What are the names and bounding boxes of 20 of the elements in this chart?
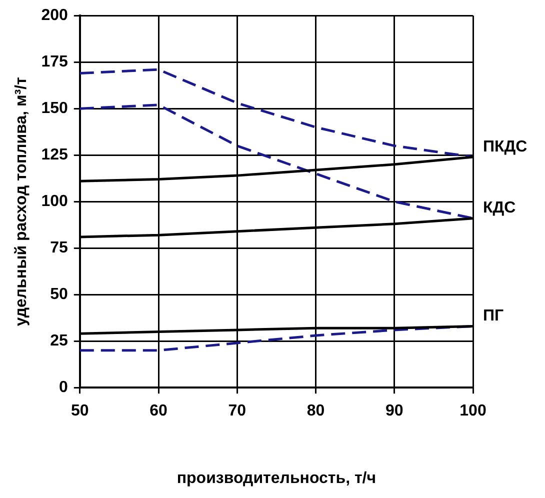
y-tick-label: 100	[41, 193, 68, 210]
x-tick-label: 50	[70, 402, 89, 420]
y-tick-label: 125	[41, 146, 68, 164]
series-label: ПКДС	[483, 138, 528, 156]
series-label: ПГ	[483, 308, 504, 325]
y-tick-label: 75	[50, 240, 68, 257]
x-axis-title: производительность, т/ч	[176, 470, 376, 487]
x-tick-label: 60	[150, 402, 168, 420]
y-axis-title: удельный расход топлива, м³/т	[13, 76, 30, 326]
y-tick-label: 150	[41, 100, 68, 118]
y-tick-label: 0	[58, 379, 68, 396]
series-label: КДС	[483, 200, 516, 217]
x-tick-label: 100	[460, 402, 486, 420]
y-tick-label: 200	[41, 7, 68, 24]
x-tick-label: 90	[385, 402, 404, 420]
y-tick-label: 25	[50, 332, 68, 350]
y-tick-label: 175	[41, 54, 68, 71]
x-tick-label: 80	[306, 402, 325, 420]
x-tick-label: 70	[228, 402, 246, 420]
y-tick-label: 50	[50, 286, 68, 304]
